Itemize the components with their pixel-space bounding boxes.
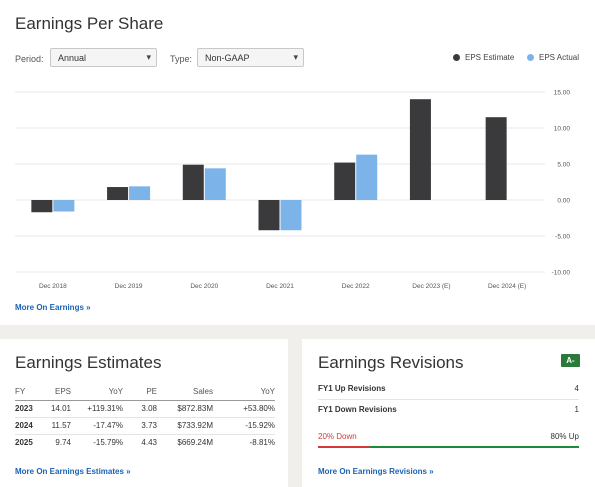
table-cell: $669.24M bbox=[157, 433, 213, 451]
more-on-earnings-revisions-link[interactable]: More On Earnings Revisions » bbox=[318, 467, 434, 476]
header-sales-yoy: YoY bbox=[260, 386, 275, 396]
table-cell: -15.79% bbox=[71, 433, 123, 451]
period-select[interactable]: Annual ▾ bbox=[50, 48, 157, 67]
eps-estimate-bar bbox=[334, 162, 356, 200]
table-cell: +119.31% bbox=[71, 399, 123, 417]
y-tick-label: 15.00 bbox=[554, 90, 571, 97]
table-cell: $733.92M bbox=[157, 416, 213, 434]
revisions-split-labels: 20% Down 80% Up bbox=[318, 432, 579, 441]
table-cell: 9.74 bbox=[39, 433, 71, 451]
down-revisions-label: FY1 Down Revisions bbox=[318, 405, 397, 414]
table-row: 2025 9.74 -15.79% 4.43 $669.24M -8.81% bbox=[15, 433, 275, 451]
eps-actual-bar bbox=[53, 200, 75, 212]
type-select[interactable]: Non-GAAP ▾ bbox=[197, 48, 304, 67]
x-tick-label: Dec 2021 bbox=[266, 283, 294, 290]
table-cell: 2025 bbox=[15, 433, 39, 451]
type-label: Type: bbox=[170, 54, 193, 64]
table-cell: +53.80% bbox=[213, 399, 275, 417]
eps-chart: 15.00 10.00 5.00 0.00 -5.00 -10.00 Dec 2018 Dec… bbox=[15, 90, 571, 290]
y-tick-label: 10.00 bbox=[554, 126, 571, 133]
actual-swatch-icon bbox=[527, 54, 534, 61]
more-on-earnings-estimates-link[interactable]: More On Earnings Estimates » bbox=[15, 467, 131, 476]
estimates-card: Earnings Estimates FY EPS YoY PE Sales Y… bbox=[0, 339, 288, 487]
eps-actual-bar bbox=[129, 186, 151, 200]
legend-actual[interactable]: EPS Actual bbox=[527, 53, 579, 62]
y-tick-label: 5.00 bbox=[557, 162, 570, 169]
x-tick-label: Dec 2023 (E) bbox=[412, 283, 450, 290]
eps-card: Earnings Per Share Period: Annual ▾ Type… bbox=[0, 0, 595, 325]
down-percent-label: 20% Down bbox=[318, 432, 357, 441]
up-revisions-label: FY1 Up Revisions bbox=[318, 384, 386, 393]
legend-actual-label: EPS Actual bbox=[539, 53, 580, 62]
eps-estimate-bar bbox=[258, 200, 280, 231]
estimates-table: FY EPS YoY PE Sales YoY 2023 14.01 +119.… bbox=[15, 383, 275, 451]
up-percent-label: 80% Up bbox=[550, 432, 579, 441]
estimates-title: Earnings Estimates bbox=[15, 353, 162, 372]
eps-estimate-bar bbox=[409, 99, 431, 200]
table-cell: -17.47% bbox=[71, 416, 123, 434]
down-revisions-row: FY1 Down Revisions 1 bbox=[318, 405, 579, 414]
more-on-earnings-link[interactable]: More On Earnings » bbox=[15, 303, 91, 312]
down-revisions-value: 1 bbox=[574, 405, 579, 414]
x-tick-label: Dec 2024 (E) bbox=[488, 283, 526, 290]
revisions-grade-badge[interactable]: A- bbox=[561, 354, 580, 367]
y-tick-label: 0.00 bbox=[557, 198, 570, 205]
eps-actual-bar bbox=[204, 168, 226, 200]
period-label: Period: bbox=[15, 54, 44, 64]
type-select-value: Non-GAAP bbox=[205, 53, 250, 63]
eps-estimate-bar bbox=[182, 164, 204, 200]
table-cell: 2024 bbox=[15, 416, 39, 434]
eps-estimate-bar bbox=[31, 200, 53, 213]
table-cell: 2023 bbox=[15, 399, 39, 417]
eps-actual-bar bbox=[356, 154, 378, 200]
table-cell: -15.92% bbox=[213, 416, 275, 434]
eps-estimate-bar bbox=[107, 187, 129, 200]
revisions-down-fill bbox=[318, 446, 371, 448]
y-tick-label: -10.00 bbox=[552, 270, 571, 277]
table-cell: -8.81% bbox=[213, 433, 275, 451]
estimate-swatch-icon bbox=[453, 54, 460, 61]
x-tick-label: Dec 2018 bbox=[39, 283, 67, 290]
header-eps-yoy: YoY bbox=[108, 386, 123, 396]
up-revisions-row: FY1 Up Revisions 4 bbox=[318, 384, 579, 393]
chevron-down-icon: ▾ bbox=[146, 52, 151, 62]
table-cell: 3.08 bbox=[123, 399, 157, 417]
legend-estimate-label: EPS Estimate bbox=[465, 53, 515, 62]
chevron-down-icon: ▾ bbox=[293, 52, 298, 62]
legend-estimate[interactable]: EPS Estimate bbox=[453, 53, 514, 62]
eps-actual-bar bbox=[280, 200, 302, 231]
table-row: 2023 14.01 +119.31% 3.08 $872.83M +53.80… bbox=[15, 399, 275, 417]
revisions-card: Earnings Revisions A- FY1 Up Revisions 4… bbox=[302, 339, 595, 487]
table-cell: 14.01 bbox=[39, 399, 71, 417]
divider bbox=[318, 399, 579, 400]
header-pe: PE bbox=[146, 386, 157, 396]
table-cell: 4.43 bbox=[123, 433, 157, 451]
x-tick-label: Dec 2019 bbox=[115, 283, 143, 290]
table-cell: $872.83M bbox=[157, 399, 213, 417]
period-select-value: Annual bbox=[58, 53, 87, 63]
eps-estimate-bar bbox=[485, 117, 507, 200]
table-row: 2024 11.57 -17.47% 3.73 $733.92M -15.92% bbox=[15, 416, 275, 434]
table-cell: 3.73 bbox=[123, 416, 157, 434]
header-fy: FY bbox=[15, 386, 26, 396]
estimates-header-row: FY EPS YoY PE Sales YoY bbox=[15, 383, 275, 400]
x-tick-label: Dec 2022 bbox=[342, 283, 370, 290]
header-eps: EPS bbox=[54, 386, 71, 396]
eps-title: Earnings Per Share bbox=[15, 14, 164, 33]
up-revisions-value: 4 bbox=[574, 384, 579, 393]
revisions-split-bar bbox=[318, 446, 579, 448]
revisions-title: Earnings Revisions bbox=[318, 353, 464, 372]
table-cell: 11.57 bbox=[39, 416, 71, 434]
header-sales: Sales bbox=[192, 386, 213, 396]
x-tick-label: Dec 2020 bbox=[190, 283, 218, 290]
y-tick-label: -5.00 bbox=[555, 234, 570, 241]
